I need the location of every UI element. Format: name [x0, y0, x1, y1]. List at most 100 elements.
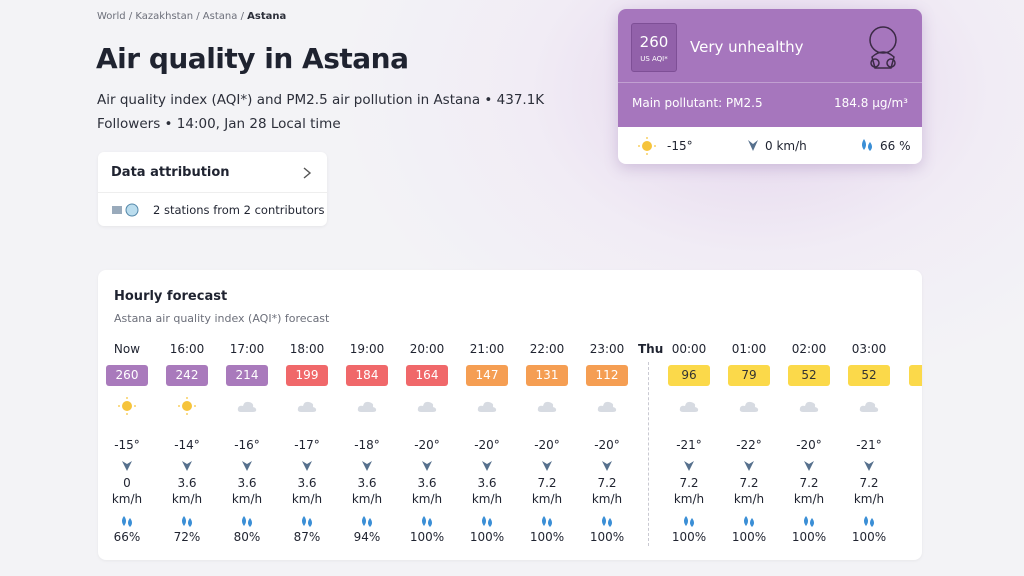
aqi-badge: 112 [586, 365, 628, 386]
humidity-icon [542, 516, 552, 527]
mask-icon [869, 26, 897, 69]
aqi-badge: 52 [848, 365, 890, 386]
weather-icon [799, 401, 819, 412]
humidity-icon [744, 516, 754, 527]
temperature: -20° [594, 438, 620, 452]
humidity: 94% [353, 530, 381, 544]
hour-label: 20:00 [409, 342, 445, 356]
wind-icon [482, 461, 492, 471]
temperature: -14° [174, 438, 200, 452]
aqi-status: Very unhealthy [690, 38, 804, 56]
wind-icon [542, 461, 552, 471]
temperature: -15° [114, 438, 140, 452]
wind-speed: 3.6 [237, 476, 257, 490]
crumb-separator: / [240, 11, 244, 22]
attribution-text: 2 stations from 2 contributors [153, 203, 325, 217]
aqi-unit: US AQI* [640, 55, 668, 63]
humidity: 100% [589, 530, 625, 544]
aqi-badge: 199 [286, 365, 328, 386]
forecast-column: 19:00 184 -18° 3.6 km/h 94% [339, 270, 395, 560]
weather-icon [679, 401, 699, 412]
temperature: -17° [294, 438, 320, 452]
aqi-badge-clipped [909, 365, 922, 386]
wind-unit: km/h [471, 492, 503, 506]
wind-icon [122, 461, 132, 471]
temperature: -20° [474, 438, 500, 452]
temperature: -20° [414, 438, 440, 452]
humidity-icon [182, 516, 192, 527]
humidity: 100% [529, 530, 565, 544]
humidity: 80% [233, 530, 261, 544]
wind-icon [242, 461, 252, 471]
humidity-icon [684, 516, 694, 527]
wind-unit: km/h [853, 492, 885, 506]
hour-label: Now [113, 342, 141, 356]
aqi-badge: 96 [668, 365, 710, 386]
humidity: 100% [791, 530, 827, 544]
humidity-icon [862, 139, 872, 151]
wind-speed: 7.2 [799, 476, 819, 490]
humidity-icon [302, 516, 312, 527]
humidity: 100% [731, 530, 767, 544]
wind-unit: km/h [733, 492, 765, 506]
hour-label: 03:00 [851, 342, 887, 356]
crumb[interactable]: Astana [202, 11, 238, 22]
wind-speed: 7.2 [597, 476, 617, 490]
humidity-icon [602, 516, 612, 527]
chevron-icon [303, 167, 312, 179]
humidity-icon [242, 516, 252, 527]
forecast-subtitle: Astana air quality index (AQI*) forecast [114, 312, 330, 325]
forecast-card: Hourly forecast Astana air quality index… [98, 270, 922, 560]
humidity: 66 % [880, 139, 911, 153]
humidity: 100% [409, 530, 445, 544]
weather-icon [537, 401, 557, 412]
page-subtitle: Air quality index (AQI*) and PM2.5 air p… [97, 92, 545, 132]
sun-icon [638, 137, 656, 155]
hour-label: 16:00 [169, 342, 205, 356]
wind-unit: km/h [231, 492, 263, 506]
divider [98, 192, 327, 193]
attribution-card[interactable]: Data attribution 2 stations from 2 contr… [98, 152, 327, 226]
day-label: Thu [638, 342, 664, 356]
wind-speed: 0 km/h [765, 139, 807, 153]
wind-speed: 3.6 [357, 476, 377, 490]
crumb-separator: / [196, 11, 200, 22]
humidity: 87% [293, 530, 321, 544]
aqi-badge: 214 [226, 365, 268, 386]
breadcrumb: World / Kazakhstan / Astana / Astana [97, 11, 286, 22]
wind-icon [602, 461, 612, 471]
hour-label: 21:00 [469, 342, 505, 356]
crumb[interactable]: World [97, 11, 126, 22]
wind-speed: 7.2 [859, 476, 879, 490]
weather-icon [597, 401, 617, 412]
aqi-badge: 131 [526, 365, 568, 386]
crumb[interactable]: Kazakhstan [135, 11, 194, 22]
hour-label: 17:00 [229, 342, 265, 356]
humidity-icon [362, 516, 372, 527]
humidity-icon [804, 516, 814, 527]
temperature: -20° [534, 438, 560, 452]
forecast-column: 16:00 242 -14° 3.6 km/h 72% [159, 270, 215, 560]
wind-icon [864, 461, 874, 471]
crumb-separator: / [128, 11, 133, 22]
wind-unit: km/h [351, 492, 383, 506]
wind-unit: km/h [171, 492, 203, 506]
wind-speed: 3.6 [297, 476, 317, 490]
temperature: -20° [796, 438, 822, 452]
wind-speed: 7.2 [537, 476, 557, 490]
wind-unit: km/h [531, 492, 563, 506]
aqi-card: 260 US AQI* Very unhealthy Main pollutan… [618, 9, 922, 164]
wind-icon [422, 461, 432, 471]
forecast-column: 03:00 52 -21° 7.2 km/h 100% [841, 270, 897, 560]
aqi-badge: 164 [406, 365, 448, 386]
aqi-badge: 260 [106, 365, 148, 386]
temperature: -21° [856, 438, 882, 452]
wind-unit: km/h [673, 492, 705, 506]
humidity-icon [482, 516, 492, 527]
forecast-column: 17:00 214 -16° 3.6 km/h 80% [219, 270, 275, 560]
forecast-column: 23:00 112 -20° 7.2 km/h 100% [579, 270, 635, 560]
weather-icon [237, 401, 257, 412]
weather-icon [297, 401, 317, 412]
wind-unit: km/h [111, 492, 143, 506]
